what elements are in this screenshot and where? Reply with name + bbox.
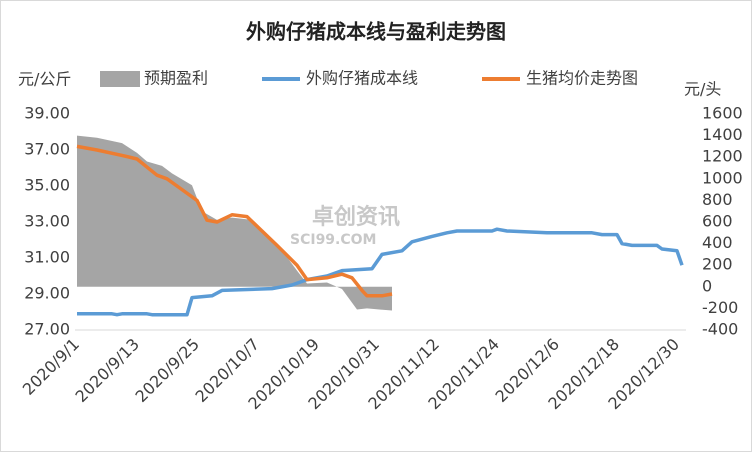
y2-tick-label: 400 — [702, 233, 733, 252]
y-tick-label: 27.00 — [24, 320, 70, 339]
y-tick-label: 35.00 — [24, 176, 70, 195]
legend-label: 外购仔猪成本线 — [306, 69, 418, 88]
line — [77, 227, 684, 317]
y-axis-label: 元/公斤 — [18, 70, 71, 89]
y2-axis-label: 元/头 — [684, 80, 721, 99]
y2-tick-label: 1400 — [702, 125, 743, 144]
legend-swatch — [100, 71, 140, 87]
legend-label: 生猪均价走势图 — [526, 69, 638, 88]
y2-tick-label: 1600 — [702, 104, 743, 123]
y2-tick-label: 600 — [702, 212, 733, 231]
y-tick-label: 39.00 — [24, 104, 70, 123]
y2-tick-label: 200 — [702, 255, 733, 274]
y2-tick-label: 800 — [702, 190, 733, 209]
y-tick-label: 33.00 — [24, 212, 70, 231]
watermark: 卓创资讯 — [312, 205, 400, 230]
y2-tick-label: -200 — [702, 298, 738, 317]
y-tick-label: 37.00 — [24, 140, 70, 159]
y2-tick-label: 0 — [702, 276, 712, 295]
y-tick-label: 29.00 — [24, 284, 70, 303]
chart-title: 外购仔猪成本线与盈利走势图 — [246, 20, 506, 44]
legend-label: 预期盈利 — [144, 69, 208, 88]
y2-tick-label: 1200 — [702, 147, 743, 166]
y2-tick-label: 1000 — [702, 168, 743, 187]
line — [76, 144, 393, 298]
y-tick-label: 31.00 — [24, 248, 70, 267]
area — [77, 135, 392, 311]
y2-tick-label: -400 — [702, 320, 738, 339]
watermark-sub: SCI99.COM — [290, 232, 376, 248]
